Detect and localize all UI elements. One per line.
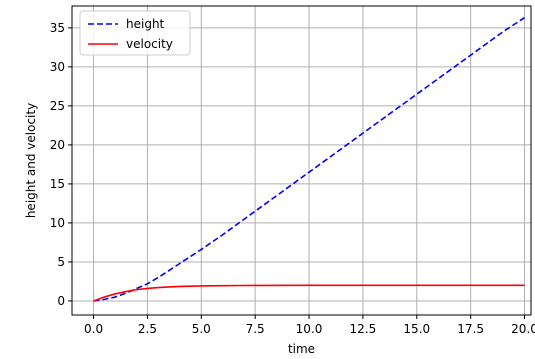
y-tick-label: 35 [50, 21, 65, 35]
velocity-series-line [93, 284, 525, 302]
x-axis-title: time [288, 342, 315, 356]
x-tick-label: 17.5 [457, 322, 484, 336]
grid [72, 6, 531, 315]
height-series-line [93, 17, 525, 302]
x-tick-label: 7.5 [246, 322, 265, 336]
y-tick-label: 20 [50, 138, 65, 152]
x-tick-label: 15.0 [403, 322, 430, 336]
y-tick-label: 30 [50, 60, 65, 74]
y-tick-label: 5 [57, 255, 65, 269]
x-tick-label: 12.5 [350, 322, 377, 336]
x-tick-label: 10.0 [296, 322, 323, 336]
y-tick-label: 10 [50, 216, 65, 230]
y-axis-title: height and velocity [24, 103, 38, 218]
series-layer [93, 17, 525, 302]
x-tick-label: 0.0 [84, 322, 103, 336]
height-legend-label: height [126, 17, 165, 31]
x-tick-label: 2.5 [138, 322, 157, 336]
tick-layer: 0.0 2.5 5.0 7.5 10.0 12.5 15.0 17.5 20.0 0 5 10 15 20… [50, 21, 535, 336]
y-tick-label: 0 [57, 294, 65, 308]
y-tick-label: 25 [50, 99, 65, 113]
x-tick-label: 20.0 [511, 322, 535, 336]
plot-area [71, 5, 532, 316]
velocity-legend-label: velocity [126, 37, 173, 51]
x-tick-label: 5.0 [192, 322, 211, 336]
legend: height velocity [79, 10, 191, 56]
y-tick-label: 15 [50, 177, 65, 191]
